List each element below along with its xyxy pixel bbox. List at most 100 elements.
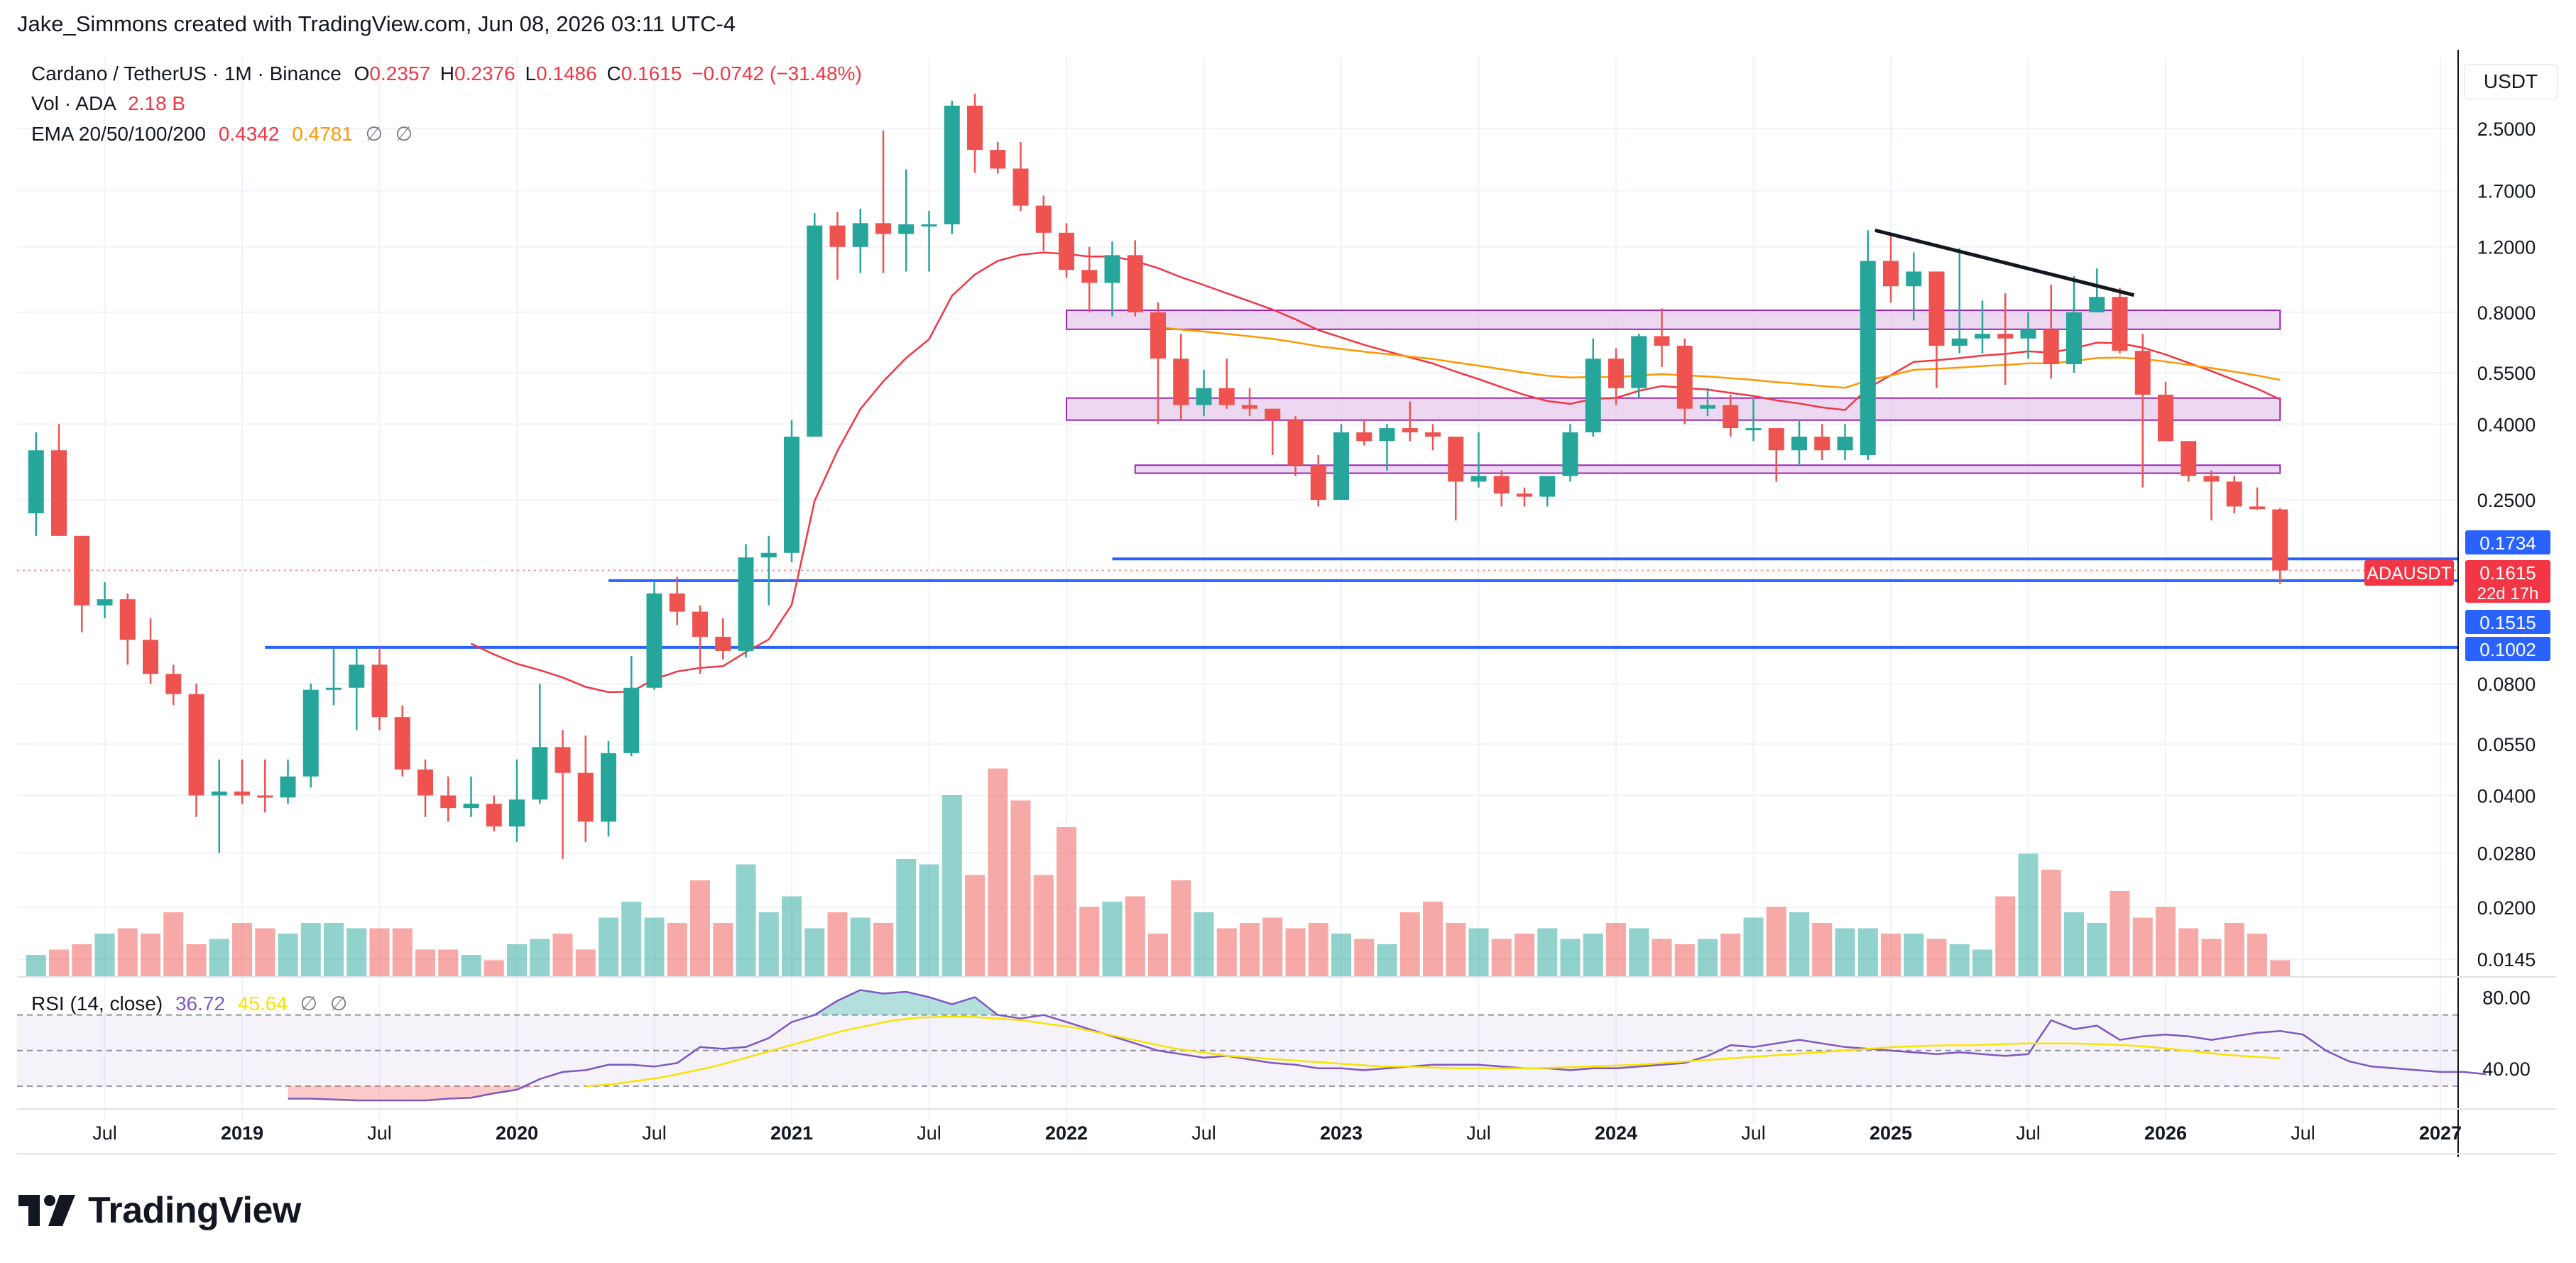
price-axis-tag: 0.1515: [2479, 612, 2536, 633]
volume-bar: [552, 934, 573, 976]
volume-bar: [644, 917, 665, 976]
price-axis-tick: 0.4000: [2477, 414, 2536, 435]
volume-bar: [690, 880, 710, 976]
volume-bar: [72, 944, 92, 976]
candle-body: [2272, 509, 2288, 571]
open-label: O: [354, 62, 370, 84]
volume-bar: [1377, 944, 1397, 976]
time-axis-tick: 2023: [1320, 1122, 1363, 1144]
time-axis-tick: 2024: [1595, 1122, 1637, 1144]
volume-bar: [988, 768, 1008, 976]
volume-bar: [1560, 939, 1581, 976]
zone-rect: [1066, 310, 2281, 330]
rsi-overbought-fill: [883, 992, 907, 1015]
time-axis-tick: Jul: [2291, 1122, 2315, 1144]
volume-bar: [209, 939, 229, 976]
rsi-null-1: ∅: [300, 993, 318, 1015]
ema-legend[interactable]: EMA 20/50/100/200 0.4342 0.4781 ∅ ∅: [31, 122, 413, 146]
volume-bar: [186, 944, 207, 976]
candle-body: [1081, 270, 1098, 283]
volume-bar: [2110, 891, 2130, 976]
volume-bar: [1331, 934, 1351, 976]
rsi-ma-value: 45.64: [237, 993, 288, 1015]
candle-body: [669, 593, 685, 612]
candle-body: [28, 450, 44, 514]
volume-legend[interactable]: Vol · ADA 2.18 B: [31, 92, 185, 115]
candle-body: [1860, 261, 1876, 456]
high-label: H: [440, 62, 455, 84]
volume-bar: [599, 917, 618, 976]
volume-bar: [1949, 944, 1970, 976]
candle-body: [1356, 432, 1372, 442]
candle-body: [1173, 359, 1189, 405]
currency-unit-button[interactable]: USDT: [2464, 64, 2558, 99]
candle-body: [760, 552, 777, 558]
volume-bar: [1102, 902, 1123, 976]
volume-bar: [1972, 949, 1992, 976]
rsi-legend[interactable]: RSI (14, close) 36.72 45.64 ∅ ∅: [31, 992, 347, 1015]
price-axis-tick: 1.7000: [2477, 181, 2536, 202]
trendline-line: [1874, 228, 2135, 297]
volume-bar: [2064, 912, 2084, 976]
candle-body: [1723, 405, 1739, 429]
candle-body: [1997, 334, 2014, 339]
volume-bar: [1194, 912, 1214, 976]
time-axis-tick: Jul: [1466, 1122, 1491, 1144]
candle-body: [2066, 312, 2082, 364]
volume-bar: [667, 923, 687, 976]
candle-body: [486, 804, 502, 827]
rsi-overbought-fill: [929, 997, 952, 1015]
change-value: −0.0742 (−31.48%): [692, 62, 862, 84]
price-axis-tick: 2.5000: [2477, 119, 2536, 140]
candle-body: [2249, 506, 2265, 510]
candle-body: [188, 694, 204, 796]
candle-body: [1196, 388, 1212, 405]
low-value: 0.1486: [536, 62, 597, 84]
volume-bar: [782, 896, 802, 976]
rsi-value: 36.72: [175, 993, 226, 1015]
volume-bar: [1423, 902, 1443, 976]
candle-body: [97, 599, 113, 606]
price-label-bg: [2465, 610, 2550, 634]
rsi-oversold-fill: [493, 1086, 517, 1093]
volume-bar: [2247, 934, 2267, 976]
volume-bar: [530, 939, 550, 976]
price-countdown: 22d 17h: [2477, 584, 2539, 603]
rsi-pane: [17, 989, 2487, 1102]
candle-body: [807, 225, 823, 437]
candle-body: [1265, 408, 1281, 420]
volume-bar: [1033, 875, 1054, 976]
candle-body: [1791, 437, 1807, 451]
time-axis-tick: 2020: [496, 1122, 538, 1144]
time-axis-tick: Jul: [367, 1122, 392, 1144]
ema20-value: 0.4342: [218, 123, 280, 145]
candle-body: [2226, 481, 2242, 507]
candle-body: [165, 674, 182, 694]
volume-bar: [300, 923, 321, 976]
ema50-value: 0.4781: [292, 123, 353, 145]
candle-body: [1676, 346, 1693, 409]
volume-bar: [1926, 939, 1947, 976]
candle-body: [1745, 428, 1762, 431]
volume-bar: [1010, 800, 1031, 976]
tradingview-logo[interactable]: TradingView: [18, 1186, 301, 1235]
volume-bar: [141, 934, 160, 976]
candle-body: [944, 105, 960, 224]
low-label: L: [525, 62, 537, 84]
ema-label: EMA 20/50/100/200: [31, 123, 206, 145]
volume-bar: [1491, 939, 1512, 976]
symbol-label[interactable]: Cardano / TetherUS · 1M · Binance: [31, 62, 342, 84]
volume-bar: [2018, 853, 2039, 976]
rsi-overbought-fill: [860, 990, 883, 1015]
candle-body: [280, 776, 296, 798]
attribution-text: Jake_Simmons created with TradingView.co…: [17, 11, 736, 36]
candle-body: [1127, 255, 1143, 312]
candle-body: [1448, 437, 1464, 482]
candle-body: [74, 535, 90, 606]
candle-body: [509, 799, 525, 827]
tradingview-logo-icon: [18, 1195, 75, 1226]
volume-bar: [2087, 923, 2107, 976]
volume-bar: [1812, 923, 1833, 976]
price-axis-tick: 0.0280: [2477, 843, 2536, 864]
